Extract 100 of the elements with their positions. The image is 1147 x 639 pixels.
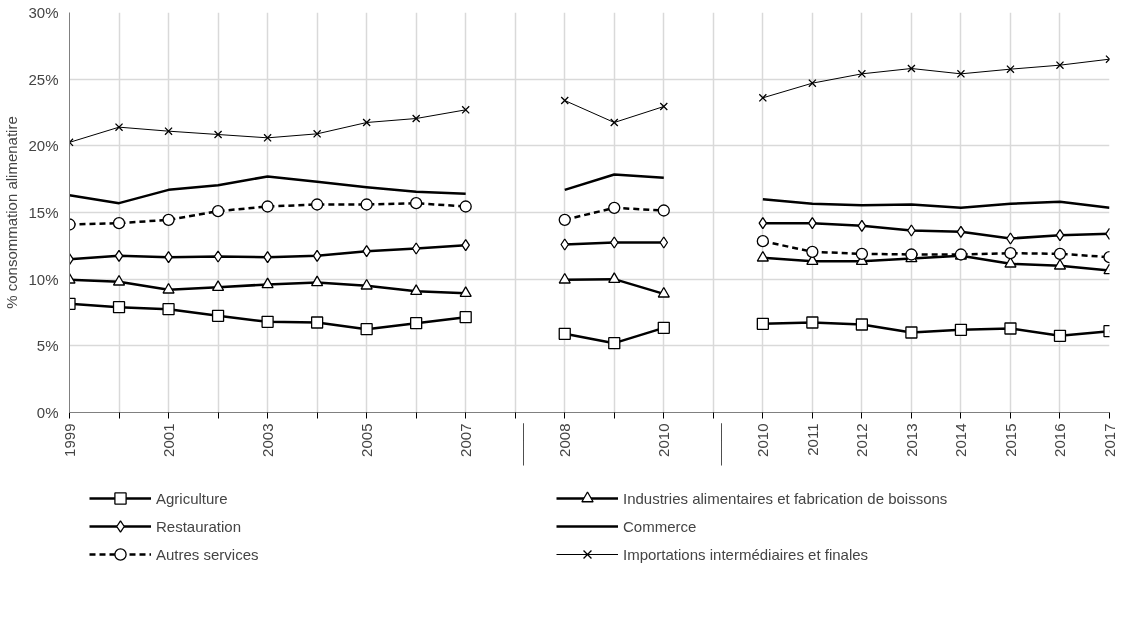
point (114, 122, 124, 132)
point (808, 78, 817, 88)
x-tick-label: 2016 (1051, 423, 1069, 457)
point (1053, 247, 1067, 260)
point (459, 311, 472, 324)
point (608, 337, 621, 350)
point (410, 284, 423, 295)
point (310, 275, 324, 287)
legend-label: Agriculture (156, 488, 229, 509)
point (211, 280, 225, 291)
point (459, 286, 472, 297)
point (213, 130, 223, 139)
point (1053, 329, 1067, 342)
point (162, 303, 175, 316)
point (806, 316, 819, 329)
point (905, 326, 918, 339)
point (1006, 64, 1015, 74)
point (657, 204, 670, 217)
point (263, 133, 272, 143)
point (261, 200, 274, 213)
point (954, 323, 968, 336)
point (114, 249, 124, 262)
point (756, 250, 769, 262)
legend-label: Autres services (156, 544, 260, 565)
point (659, 102, 668, 111)
point (211, 205, 225, 218)
point (112, 274, 126, 286)
point (659, 236, 669, 249)
point (558, 272, 571, 284)
legend-label: Importations intermédiaires et finales (623, 544, 870, 565)
point (609, 236, 619, 249)
legend-label: Restauration (156, 516, 243, 537)
point (855, 318, 869, 331)
x-tick-label: 2011 (803, 423, 821, 456)
point (312, 249, 322, 262)
point (857, 69, 867, 79)
point (211, 309, 225, 322)
point (360, 323, 373, 336)
point (558, 327, 571, 340)
point (459, 200, 472, 213)
point (758, 217, 768, 230)
point (310, 198, 324, 211)
point (806, 245, 819, 258)
x-tick-label: 2008 (556, 423, 574, 457)
y-tick-label: 25% (28, 70, 59, 88)
point (1004, 247, 1017, 260)
point (162, 213, 175, 226)
x-tick-label: 2017 (1101, 423, 1118, 457)
point (857, 219, 867, 232)
x-tick-label: 2014 (952, 423, 970, 457)
point (560, 238, 570, 251)
point (410, 197, 423, 210)
point (410, 317, 423, 330)
point (756, 235, 769, 248)
x-tick-label: 2012 (853, 423, 871, 457)
x-tick-label: 2005 (358, 423, 376, 457)
x-tick-label: _____ (704, 422, 722, 467)
x-tick-label: 2007 (457, 423, 475, 457)
x-tick-label: 2003 (259, 423, 277, 457)
point (1053, 258, 1067, 270)
point (608, 201, 621, 214)
point (1055, 229, 1065, 242)
point (164, 126, 173, 136)
y-tick-label: 5% (36, 337, 59, 355)
point (610, 118, 619, 127)
point (907, 64, 916, 73)
y-tick-label: 10% (28, 270, 59, 288)
point (756, 317, 769, 330)
y-tick-label: 20% (28, 137, 59, 155)
point (608, 272, 621, 283)
point (956, 69, 966, 79)
point (461, 105, 470, 115)
point (360, 278, 373, 290)
point (758, 93, 768, 103)
legend-label: Commerce (623, 516, 698, 537)
point (362, 118, 371, 127)
y-tick-label: 30% (28, 4, 59, 21)
point (1055, 60, 1065, 70)
point (956, 225, 966, 238)
point (855, 247, 869, 260)
point (261, 277, 274, 289)
legend-label: Industries alimentaires et fabrication de boissons (623, 488, 949, 509)
x-tick-label: _____ (506, 422, 524, 467)
point (310, 316, 324, 329)
y-axis-title: % consommation alimenatire (3, 116, 21, 309)
x-tick-label: 2001 (160, 423, 178, 457)
x-tick-label: 1999 (61, 423, 78, 457)
point (112, 301, 126, 314)
point (360, 198, 373, 211)
point (558, 213, 571, 226)
point (461, 239, 471, 252)
point (411, 114, 421, 123)
y-tick-label: 15% (28, 204, 59, 221)
point (112, 217, 126, 230)
y-tick-label: 0% (36, 404, 59, 421)
point (213, 250, 223, 263)
point (411, 242, 421, 255)
x-tick-label: 2015 (1001, 423, 1019, 457)
point (657, 321, 670, 334)
point (657, 286, 670, 298)
